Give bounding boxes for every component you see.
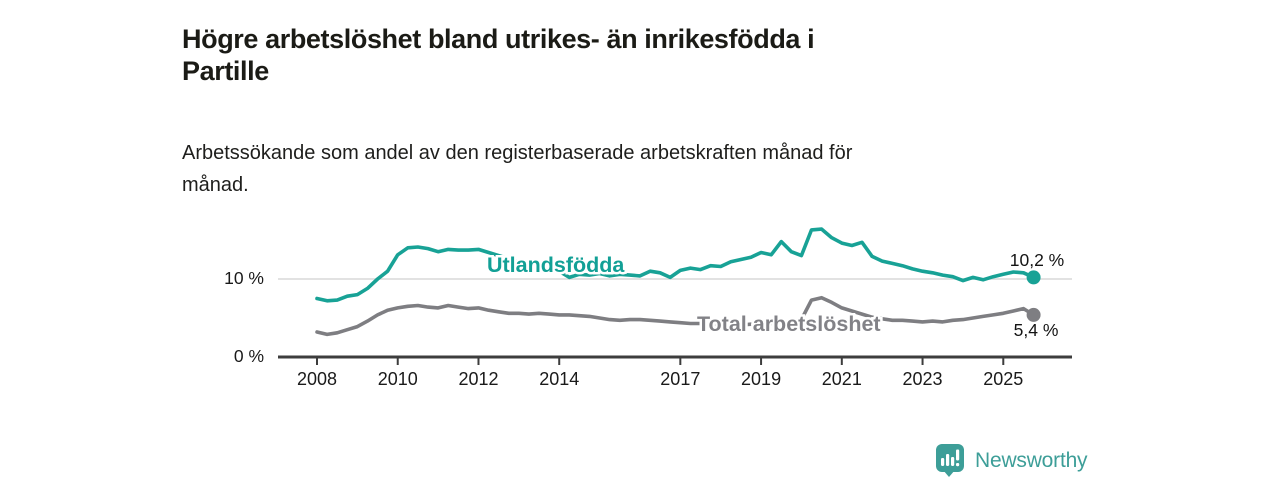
series-end-value-utlandsfodda: 10,2 % <box>1010 250 1064 270</box>
series-label-utlandsfodda: Utlandsfödda <box>487 253 625 277</box>
series-end-dot-utlandsfodda <box>1026 270 1041 285</box>
newsworthy-brand-name: Newsworthy <box>975 448 1088 472</box>
x-axis-label-2021: 2021 <box>822 369 862 389</box>
x-axis-label-2010: 2010 <box>378 369 418 389</box>
x-axis-label-2025: 2025 <box>983 369 1023 389</box>
x-axis-label-2017: 2017 <box>660 369 700 389</box>
x-axis-label-2012: 2012 <box>458 369 498 389</box>
series-label-total-arbetsloshet: Total arbetslöshet <box>697 312 881 336</box>
y-axis-label-10: 10 % <box>224 268 264 288</box>
x-axis-label-2019: 2019 <box>741 369 781 389</box>
y-axis-label-0: 0 % <box>234 346 264 366</box>
page-title: Högre arbetslöshet bland utrikes- än inr… <box>182 24 815 87</box>
x-axis-label-2023: 2023 <box>903 369 943 389</box>
chart-subtitle: Arbetssökande som andel av den registerb… <box>182 142 853 196</box>
series-end-dot-total-arbetsloshet <box>1026 307 1041 322</box>
newsworthy-brand-link[interactable]: Newsworthy <box>936 444 1088 477</box>
newsworthy-logo-icon <box>936 444 964 477</box>
series-line-total-arbetsloshet <box>315 295 1036 337</box>
series-end-value-total-arbetsloshet: 5,4 % <box>1014 320 1059 340</box>
series-line-utlandsfodda <box>315 227 1036 303</box>
x-axis-label-2014: 2014 <box>539 369 579 389</box>
x-axis-label-2008: 2008 <box>297 369 337 389</box>
